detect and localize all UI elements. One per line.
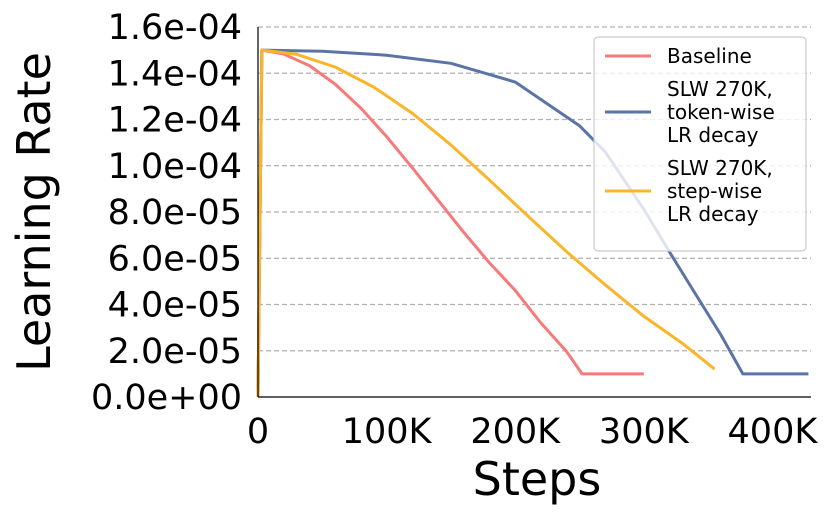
legend-box bbox=[593, 36, 807, 252]
y-tick-label: 1.2e-04 bbox=[108, 101, 242, 141]
y-tick-label: 1.6e-04 bbox=[108, 8, 242, 48]
tick-labels: 0.0e+00 2.0e-05 4.0e-05 6.0e-05 8.0e-05 1.0e-… bbox=[91, 8, 818, 452]
legend-label-1: Baseline bbox=[667, 44, 752, 68]
x-tick-label: 0 bbox=[247, 412, 269, 452]
x-tick-label: 100K bbox=[342, 412, 433, 452]
x-tick-label: 300K bbox=[599, 412, 690, 452]
legend-label-2: SLW 270K, token-wise LR decay bbox=[667, 77, 775, 147]
y-tick-label: 6.0e-05 bbox=[108, 239, 242, 279]
x-axis-title: Steps bbox=[473, 452, 602, 506]
x-tick-label: 200K bbox=[470, 412, 561, 452]
y-tick-label: 2.0e-05 bbox=[108, 332, 242, 372]
x-tick-label: 400K bbox=[728, 412, 819, 452]
y-tick-label: 1.0e-04 bbox=[108, 147, 242, 187]
legend: Baseline SLW 270K, token-wise LR decay SLW 2… bbox=[593, 36, 807, 252]
y-tick-label: 8.0e-05 bbox=[108, 193, 242, 233]
y-tick-label: 4.0e-05 bbox=[108, 286, 242, 326]
series-line-1 bbox=[256, 48, 644, 398]
y-tick-label: 1.4e-04 bbox=[108, 54, 242, 94]
legend-label-3: SLW 270K, step-wise LR decay bbox=[667, 156, 773, 226]
axes bbox=[257, 27, 811, 398]
series-line-3 bbox=[256, 48, 716, 398]
y-axis-title: Learning Rate bbox=[7, 52, 61, 372]
y-tick-label: 0.0e+00 bbox=[91, 378, 242, 418]
